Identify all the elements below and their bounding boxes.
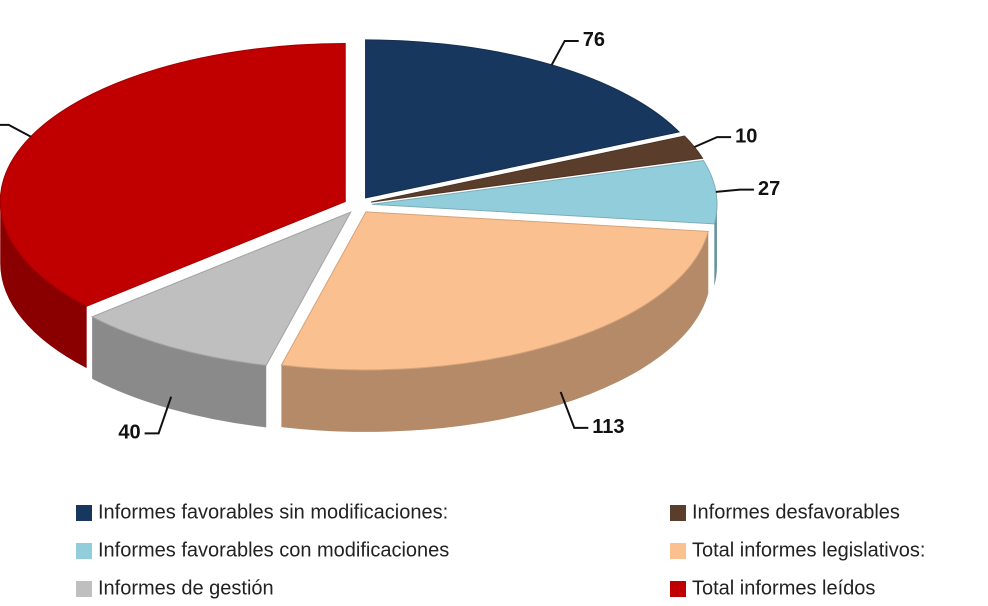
leader-line <box>144 396 173 435</box>
data-label: 10 <box>735 125 757 147</box>
legend-swatch <box>76 543 92 559</box>
leader-line <box>694 136 732 148</box>
slice-side <box>0 201 87 369</box>
legend-label: Informes favorables con modificaciones <box>98 539 449 561</box>
legend-swatch <box>76 505 92 521</box>
slice-side <box>92 316 267 428</box>
slice <box>90 211 352 366</box>
leader-line <box>559 391 589 429</box>
leader-line <box>0 123 32 138</box>
legend-label: Informes de gestión <box>98 577 274 599</box>
leader-line <box>550 39 579 66</box>
legend-label: Total informes leídos <box>692 577 875 599</box>
legend: Informes favorables sin modificaciones: I… <box>76 501 925 599</box>
slice <box>280 211 709 371</box>
legend-swatch <box>670 581 686 597</box>
legend-label: Informes favorables sin modificaciones: <box>98 501 448 523</box>
legend-label: Total informes legislativos: <box>692 539 925 561</box>
tops <box>0 39 718 371</box>
legend-swatch <box>670 505 686 521</box>
labels: 76102711340153 <box>0 29 780 444</box>
slice <box>371 159 718 225</box>
legend-swatch <box>670 543 686 559</box>
slice-side <box>714 204 717 286</box>
data-label: 40 <box>118 422 140 444</box>
walls <box>0 201 717 432</box>
data-label: 76 <box>583 29 605 51</box>
leader-line <box>715 188 754 193</box>
legend-label: Informes desfavorables <box>692 501 900 523</box>
slice-side <box>281 231 709 432</box>
data-label: 27 <box>758 178 780 200</box>
data-label: 113 <box>592 416 624 438</box>
legend-swatch <box>76 581 92 597</box>
